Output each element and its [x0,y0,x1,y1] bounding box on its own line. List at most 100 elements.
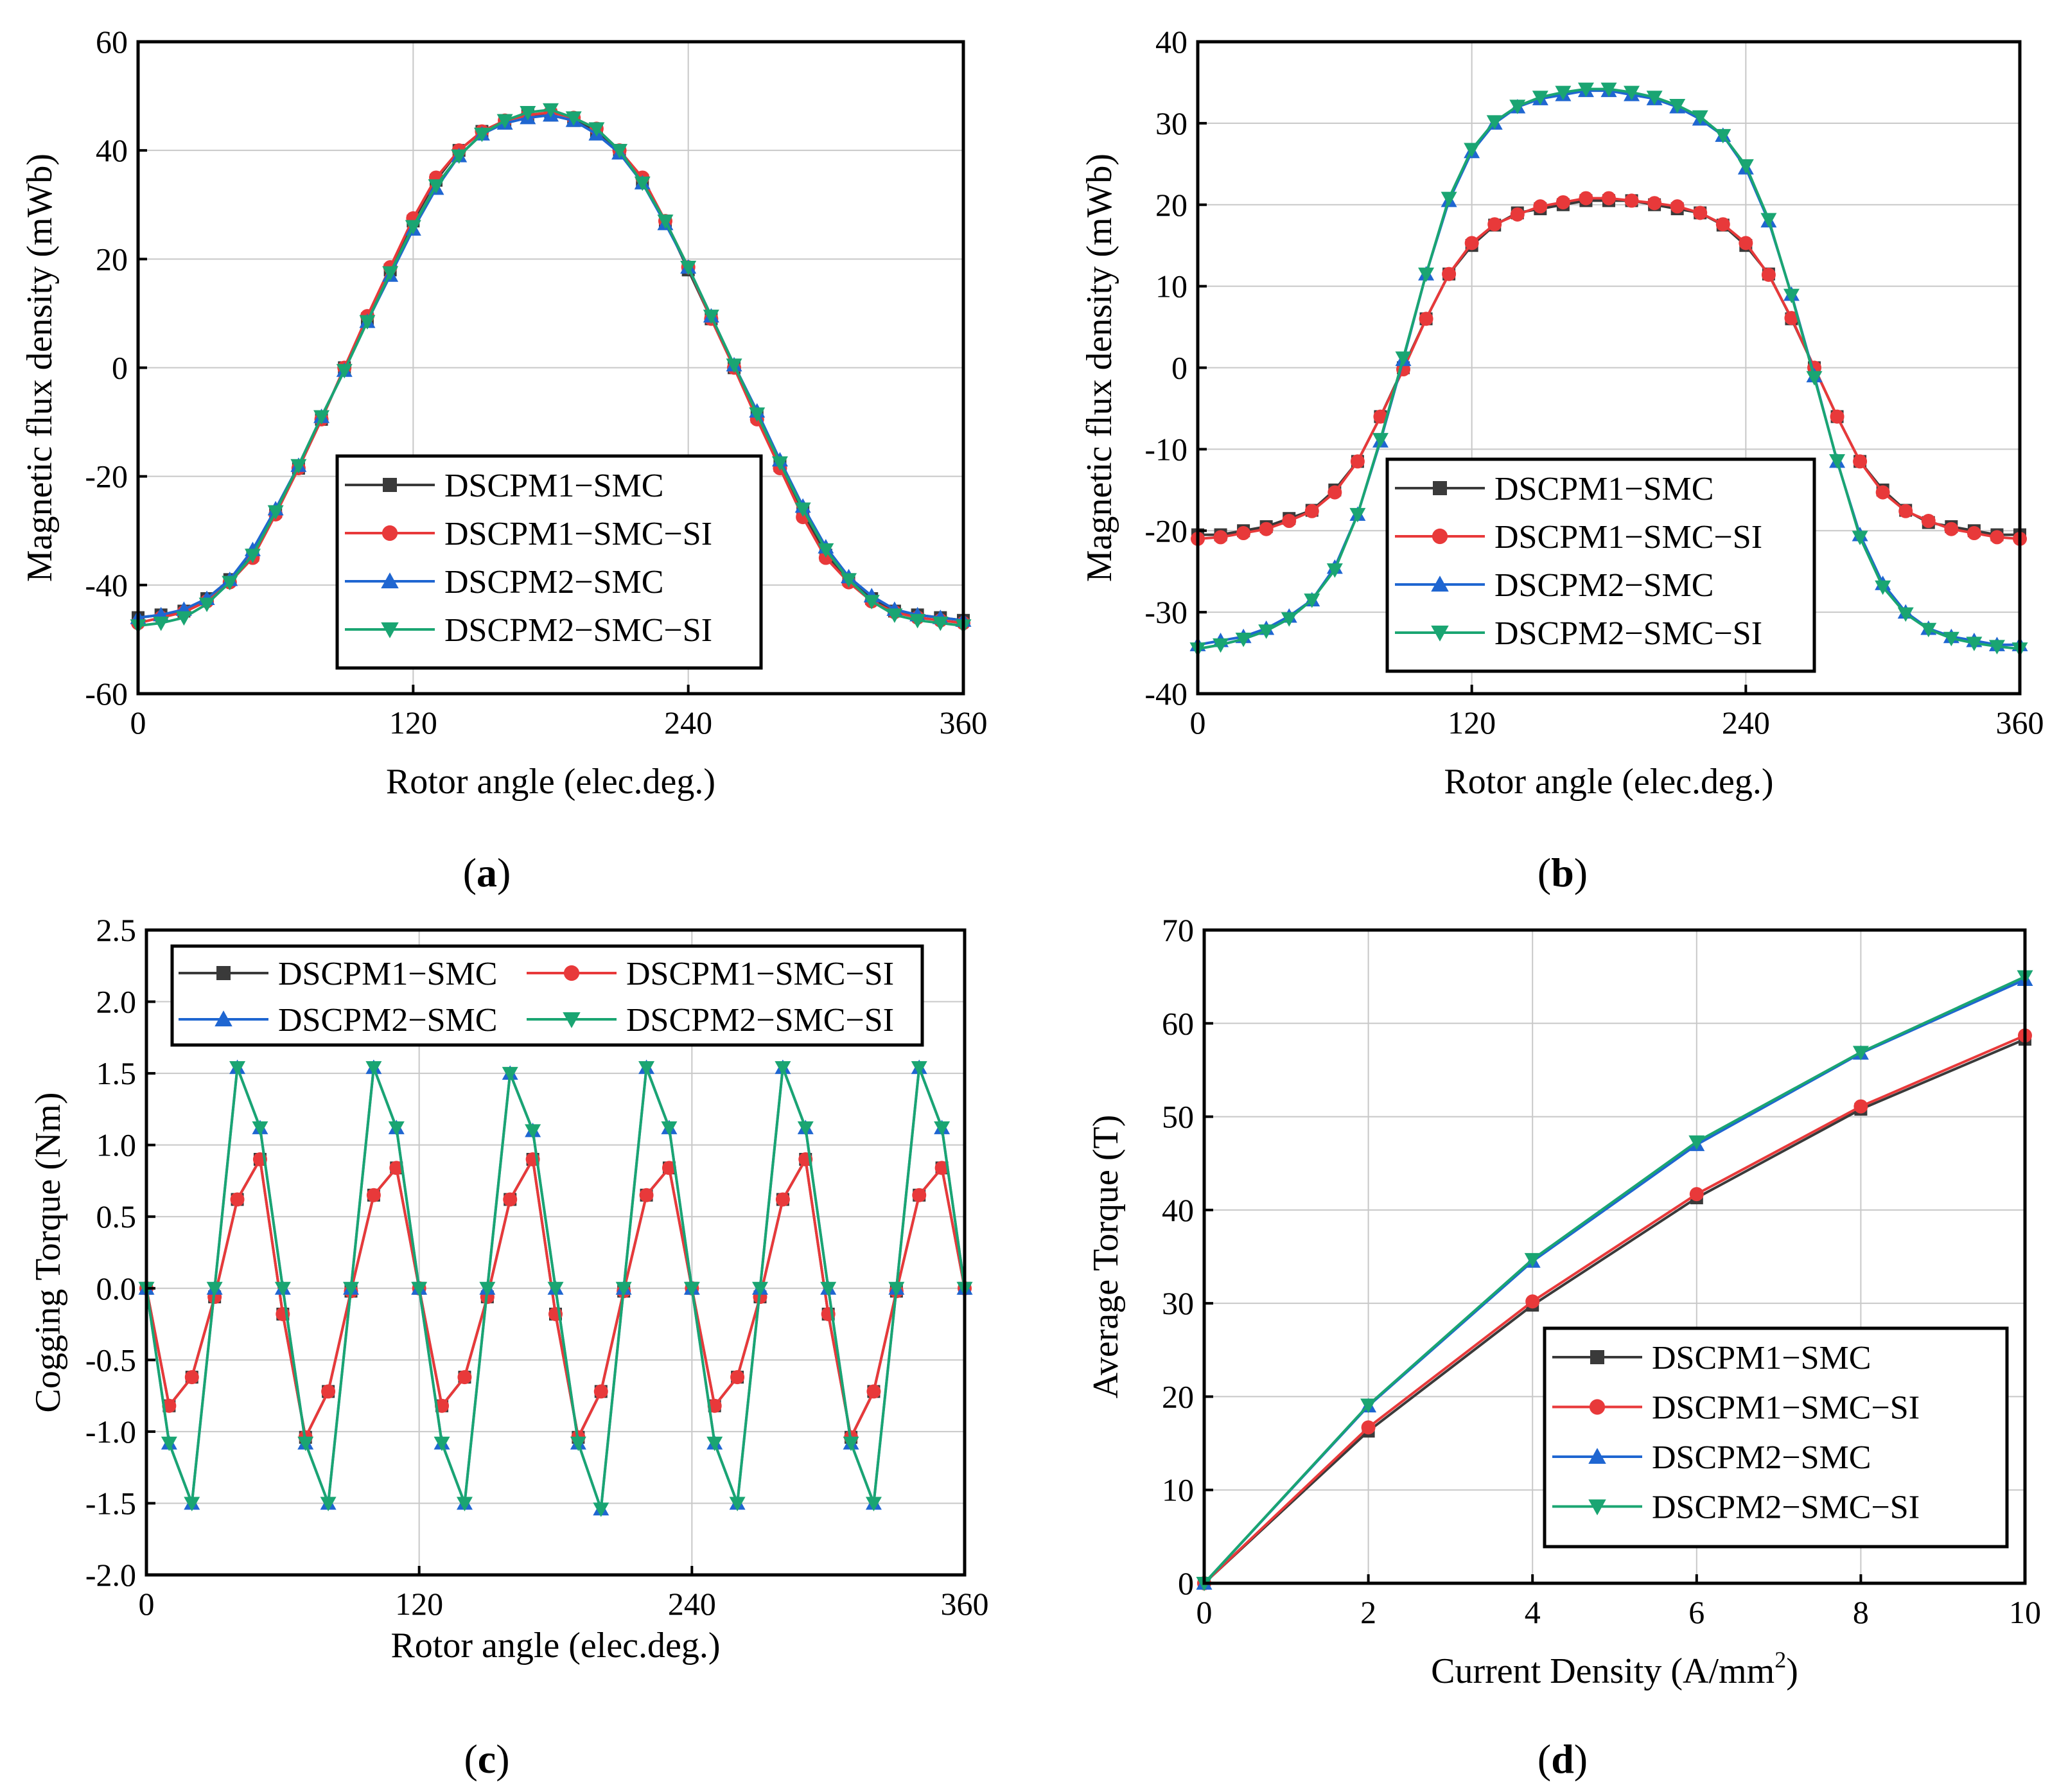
y-tick-label: -40 [1144,676,1187,712]
y-tick-label: -1.0 [85,1414,136,1450]
data-point [1509,100,1526,114]
data-point [1761,267,1776,282]
legend-box [335,454,763,670]
panel-label: (b) [1538,850,1588,895]
data-point [1739,236,1753,250]
series-DSCPM2−SMC−SI [138,1061,973,1517]
x-tick-label: 360 [941,1586,989,1622]
y-tick-label: -2.0 [85,1557,136,1593]
data-point [1852,531,1868,545]
data-point [175,611,192,626]
data-point [1524,1252,1541,1268]
legend: DSCPM1−SMC DSCPM1−SMC−SI DSCPM2−SMC DSCPM2−… [1543,1326,2009,1549]
y-tick-label: 40 [1162,1192,1194,1228]
x-tick-label: 360 [1996,705,2044,741]
data-point [1624,193,1639,208]
data-point [775,1192,790,1207]
data-point [615,1281,632,1297]
y-tick-label: 40 [96,132,128,168]
legend-entry: DSCPM2−SMC [345,564,663,601]
x-tick-label: 2 [1360,1594,1376,1630]
data-point [496,114,513,129]
data-point [909,613,926,629]
legend-entry: DSCPM2−SMC [1395,567,1713,604]
data-point [1464,236,1479,250]
data-point [336,364,353,379]
data-point [611,144,628,159]
data-point [222,575,238,591]
data-point [1670,199,1685,214]
y-tick-label: 30 [1162,1285,1194,1321]
data-point [428,179,444,194]
legend-label: DSCPM1−SMC−SI [626,956,894,992]
y-tick-label: 2.5 [96,912,137,948]
chart-panel-b: 0 120 240 360 -40 -30 -20 -10 0 10 20 30 40 Rotor ang… [1080,24,2044,895]
data-point [634,176,651,191]
y-tick-label: 30 [1155,105,1187,141]
data-point [1326,563,1343,578]
data-point [865,1497,882,1511]
y-tick-label: 50 [1162,1099,1194,1135]
y-tick-label: -10 [1144,431,1187,467]
data-point [1373,409,1388,424]
data-point [184,1370,199,1385]
data-point [797,1121,814,1136]
data-point [638,1061,655,1076]
data-point [1510,207,1525,222]
legend-marker [381,525,398,541]
data-point [1441,191,1457,207]
y-tick-label: 0.5 [96,1199,137,1234]
legend-marker [1433,481,1447,495]
data-point [388,1121,405,1136]
data-point [343,1281,359,1297]
data-point [451,149,468,164]
x-tick-label: 4 [1525,1594,1541,1630]
data-point [1921,514,1936,529]
y-tick-label: -40 [85,567,128,603]
y-tick-label: -20 [1144,513,1187,549]
legend-label: DSCPM1−SMC [1652,1340,1871,1376]
data-point [1235,632,1252,647]
data-point [525,1124,541,1139]
data-point [729,1497,746,1511]
y-tick-label: -20 [85,459,128,495]
data-point [1943,631,1959,647]
legend-label: DSCPM1−SMC [278,956,497,992]
data-point [706,1436,723,1452]
y-tick-label: -30 [1144,594,1187,630]
legend-label: DSCPM2−SMC [278,1002,497,1039]
series-DSCPM1−SMC−SI [139,1152,972,1445]
data-point [274,1281,291,1297]
data-point [1213,638,1229,653]
x-tick-label: 120 [389,705,437,741]
data-point [153,617,170,631]
data-point [730,1370,745,1385]
data-point [661,1121,678,1136]
panel-label: (d) [1538,1736,1588,1782]
data-point [473,127,490,143]
legend: DSCPM1−SMC DSCPM1−SMC−SI DSCPM2−SMC DSCPM2−… [170,944,924,1047]
data-point [1715,217,1730,232]
y-axis-label: Magnetic flux density (mWb) [20,154,60,582]
data-point [932,617,949,631]
y-tick-label: 20 [96,241,128,277]
series-line [1203,1034,2026,1585]
legend-entry: DSCPM2−SMC [179,1002,497,1039]
data-point [313,410,330,425]
data-point [382,266,399,281]
data-point [1897,607,1914,622]
data-point [456,1497,473,1511]
data-point [1372,433,1389,448]
data-point [1442,267,1457,281]
x-axis-label: Current Density (A/mm2) [1431,1647,1798,1691]
x-tick-label: 0 [130,705,146,741]
y-tick-label: 60 [1162,1005,1194,1041]
data-point [843,1436,859,1452]
legend-label: DSCPM2−SMC−SI [626,1002,894,1039]
legend-label: DSCPM1−SMC−SI [1652,1390,1920,1427]
y-tick-label: -60 [85,676,128,712]
data-point [680,261,697,276]
legend-entry: DSCPM1−SMC−SI [1552,1390,1920,1427]
x-tick-label: 0 [139,1586,155,1622]
